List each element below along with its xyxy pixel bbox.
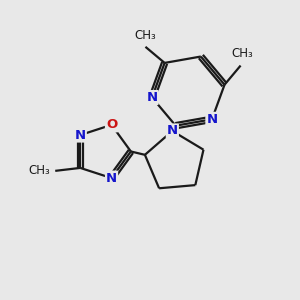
Text: N: N (75, 128, 86, 142)
Text: N: N (167, 124, 178, 137)
Text: N: N (106, 172, 117, 184)
Text: N: N (206, 113, 218, 126)
Text: CH₃: CH₃ (231, 47, 253, 60)
Text: CH₃: CH₃ (135, 28, 156, 41)
Text: O: O (106, 118, 117, 131)
Text: N: N (146, 91, 158, 104)
Text: CH₃: CH₃ (28, 164, 50, 177)
